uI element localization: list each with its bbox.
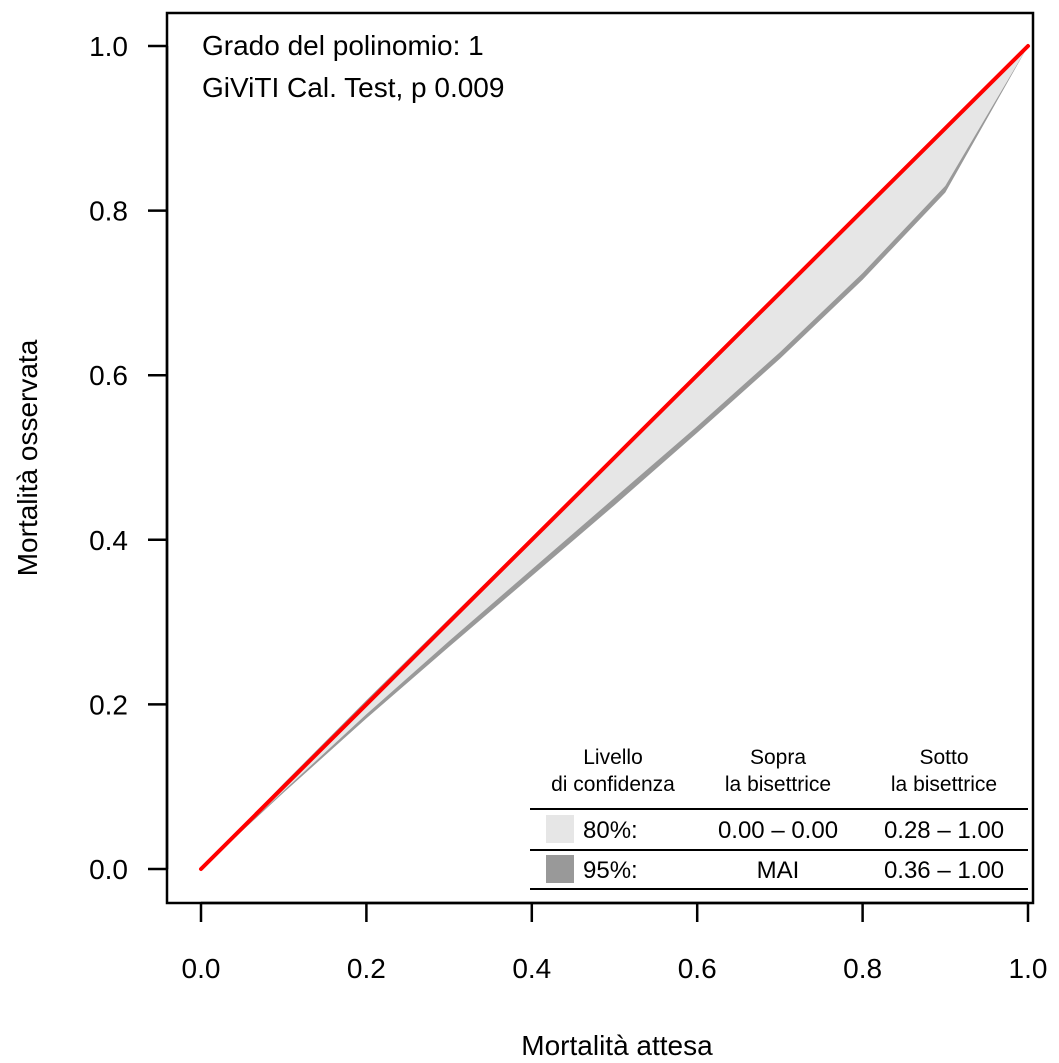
legend-header-above-1: Sopra [750,746,806,769]
x-axis: 0.0 0.2 0.4 0.6 0.8 1.0 [182,901,1048,984]
legend-swatch-95 [546,855,574,883]
annotation-polynomial-degree: Grado del polinomio: 1 [202,30,484,61]
legend-header-below-2: la bisettrice [891,773,997,796]
legend-header-below-1: Sotto [919,746,968,769]
x-tick-label: 0.4 [512,953,551,984]
y-tick-label: 0.8 [89,196,128,227]
y-tick-label: 0.6 [89,360,128,391]
x-tick-label: 1.0 [1009,953,1048,984]
calibration-curve [199,44,1030,871]
legend-below-80: 0.28 – 1.00 [884,817,1004,844]
legend-header-level-2: di confidenza [551,773,675,796]
y-axis: 0.0 0.2 0.4 0.6 0.8 1.0 [89,31,169,885]
legend-table: Livello di confidenza Sopra la bisettric… [530,746,1028,890]
plot-border [165,11,1035,905]
legend-level-95: 95%: [583,857,638,884]
x-axis-label: Mortalità attesa [521,1030,713,1061]
x-tick-label: 0.2 [347,953,386,984]
y-axis-label: Mortalità osservata [12,339,43,576]
legend-level-80: 80%: [583,817,638,844]
legend-above-95: MAI [757,857,800,884]
y-tick-label: 0.4 [89,525,128,556]
legend-below-95: 0.36 – 1.00 [884,857,1004,884]
annotation-calibration-test: GiViTI Cal. Test, p 0.009 [202,72,504,103]
x-tick-label: 0.8 [843,953,882,984]
y-tick-label: 1.0 [89,31,128,62]
y-tick-label: 0.0 [89,854,128,885]
legend-header-above-2: la bisettrice [725,773,831,796]
y-tick-label: 0.2 [89,689,128,720]
legend-swatch-80 [546,815,574,843]
legend-above-80: 0.00 – 0.00 [718,817,838,844]
x-tick-label: 0.6 [678,953,717,984]
legend-header-level-1: Livello [583,746,643,769]
x-tick-label: 0.0 [182,953,221,984]
